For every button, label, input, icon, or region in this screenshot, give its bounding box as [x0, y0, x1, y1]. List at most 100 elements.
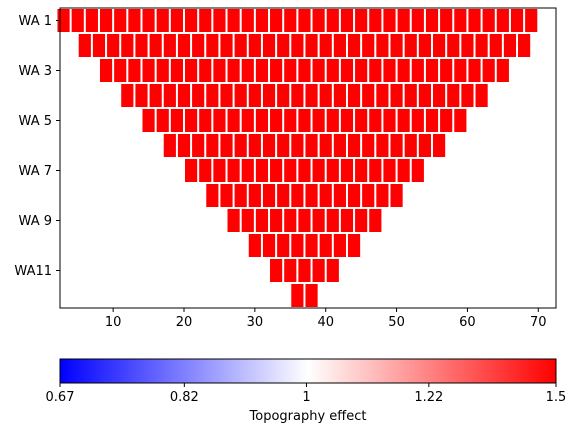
heatmap-cell [411, 59, 424, 82]
heatmap-cell [447, 34, 460, 57]
heatmap-cell [92, 34, 106, 57]
heatmap-cell [333, 134, 346, 157]
heatmap-cell [440, 9, 453, 32]
colorbar-gradient [59, 358, 557, 384]
y-axis: WA 1 WA 3 WA 5 WA 7 WA 9 WA11 [14, 14, 60, 279]
heatmap-cell [277, 134, 290, 157]
heatmap-cell [461, 84, 474, 107]
heatmap-cell [262, 234, 276, 257]
heatmap-cell [525, 9, 538, 32]
heatmap-cell [447, 84, 460, 107]
heatmap-cell [454, 109, 467, 132]
heatmap-cell [333, 34, 346, 57]
heatmap-cell [270, 9, 283, 32]
heatmap-cell [163, 34, 176, 57]
heatmap-cell [390, 184, 403, 207]
heatmap-cell [475, 84, 488, 107]
heatmap-cell [355, 109, 368, 132]
heatmap-cell [418, 134, 431, 157]
x-tick-label: 10 [105, 315, 122, 330]
heatmap-cell [383, 59, 396, 82]
heatmap-cell [397, 9, 410, 32]
heatmap-cell [213, 59, 226, 82]
heatmap-cell [482, 9, 495, 32]
heatmap-cell [241, 209, 254, 232]
heatmap-cell [291, 184, 304, 207]
heatmap-cell [305, 134, 318, 157]
heatmap-cells [57, 9, 538, 307]
heatmap-cell [284, 209, 297, 232]
colorbar-tick-label: 0.82 [170, 390, 199, 405]
heatmap-cell [362, 134, 375, 157]
y-tick-label: WA 3 [19, 64, 52, 79]
x-tick-label: 30 [247, 315, 264, 330]
heatmap-cell [390, 134, 403, 157]
heatmap-cell [433, 84, 446, 107]
heatmap-cell [418, 34, 431, 57]
heatmap-cell [404, 134, 417, 157]
heatmap-cell [277, 84, 290, 107]
heatmap-cell [170, 59, 183, 82]
heatmap-cell [383, 159, 396, 182]
heatmap-cell [270, 159, 283, 182]
heatmap-cell [440, 59, 453, 82]
heatmap-cell [255, 159, 269, 182]
heatmap-cell [185, 109, 198, 132]
heatmap-cell [510, 9, 524, 32]
heatmap-cell [468, 59, 481, 82]
heatmap-cell [518, 34, 531, 57]
heatmap-cell [369, 159, 382, 182]
heatmap-cell [135, 84, 148, 107]
heatmap-cell [142, 9, 155, 32]
heatmap-cell [277, 234, 290, 257]
heatmap-cell [248, 84, 261, 107]
heatmap-cell [326, 259, 339, 282]
heatmap-cell [298, 259, 311, 282]
colorbar-tick-label: 1 [302, 390, 310, 405]
heatmap-cell [99, 9, 113, 32]
heatmap-cell [291, 284, 304, 307]
heatmap-cell [355, 209, 368, 232]
heatmap-cell [291, 34, 304, 57]
y-tick-label: WA 9 [19, 214, 52, 229]
colorbar-ticks: 0.67 0.82 1 1.22 1.5 [46, 383, 566, 405]
heatmap-cell [114, 59, 127, 82]
heatmap-cell [496, 59, 509, 82]
heatmap-cell [220, 84, 233, 107]
heatmap-cell [312, 259, 325, 282]
heatmap-cell [347, 184, 361, 207]
heatmap-cell [312, 59, 325, 82]
heatmap-cell [333, 234, 346, 257]
heatmap-cell [411, 109, 424, 132]
heatmap-cell [362, 84, 375, 107]
x-tick-label: 40 [317, 315, 334, 330]
heatmap-cell [440, 109, 453, 132]
heatmap-cell [333, 184, 346, 207]
heatmap-cell [298, 209, 311, 232]
heatmap-cell [85, 9, 98, 32]
heatmap-cell [319, 234, 332, 257]
y-tick-label: WA11 [14, 264, 52, 279]
heatmap-cell [482, 59, 495, 82]
heatmap-cell [270, 209, 283, 232]
heatmap-cell [312, 159, 325, 182]
heatmap-cell [248, 184, 261, 207]
heatmap-cell [270, 109, 283, 132]
heatmap-cell [142, 109, 155, 132]
heatmap-cell [347, 84, 361, 107]
heatmap-cell [248, 134, 261, 157]
heatmap-cell [255, 9, 269, 32]
heatmap-cell [468, 9, 481, 32]
heatmap-cell [185, 59, 198, 82]
heatmap-cell [192, 84, 205, 107]
heatmap-cell [241, 9, 254, 32]
heatmap-cell [503, 34, 517, 57]
heatmap-cell [262, 184, 276, 207]
heatmap-cell [298, 159, 311, 182]
heatmap-cell [298, 9, 311, 32]
heatmap-cell [213, 109, 226, 132]
heatmap-cell [227, 209, 240, 232]
heatmap-cell [340, 59, 354, 82]
heatmap-cell [496, 9, 509, 32]
heatmap-cell [135, 34, 148, 57]
